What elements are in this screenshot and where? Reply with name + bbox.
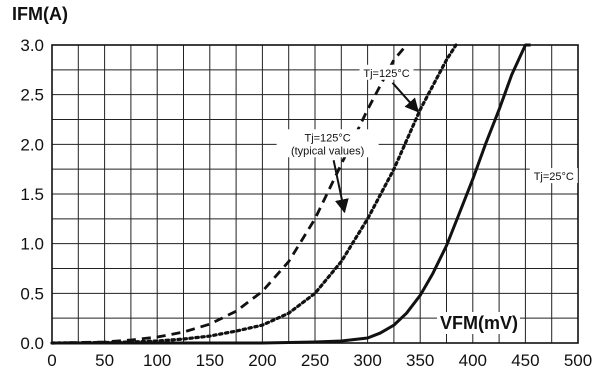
y-tick-label: 2.0	[20, 135, 44, 154]
x-tick-label: 350	[406, 351, 434, 370]
series-line-solid	[52, 43, 531, 345]
annotations: Tj=125°C(typical values)Tj=125°CTj=25°C	[276, 64, 578, 214]
x-tick-label: 500	[564, 351, 592, 370]
y-tick-label: 0.5	[20, 284, 44, 303]
x-tick-label: 100	[143, 351, 171, 370]
y-tick-label: 3.0	[20, 36, 44, 55]
y-tick-label: 1.0	[20, 235, 44, 254]
x-tick-label: 450	[511, 351, 539, 370]
y-tick-label: 1.5	[20, 185, 44, 204]
y-axis-title: IFM(A)	[12, 4, 68, 24]
tick-labels: 0 50 100 150 200 250 300 350 400 450 500 0.0 0.5 1.0 1…	[20, 36, 592, 370]
annotation-background	[359, 64, 414, 80]
plot-border	[51, 44, 579, 344]
x-tick-label: 250	[301, 351, 329, 370]
x-tick-label: 200	[248, 351, 276, 370]
annotation-label: Tj=125°C	[363, 68, 409, 80]
annotation-background	[276, 129, 379, 158]
annotation-arrow	[391, 82, 420, 113]
x-axis-title: VFM(mV)	[440, 313, 518, 333]
grid	[51, 44, 579, 344]
annotation-arrow	[332, 160, 349, 214]
series-layer	[50, 43, 531, 345]
annotation-label: Tj=125°C	[304, 132, 350, 144]
y-tick-label: 0.0	[20, 334, 44, 353]
x-tick-label: 400	[459, 351, 487, 370]
annotation-label: Tj=25°C	[534, 171, 574, 183]
x-tick-label: 300	[353, 351, 381, 370]
annotation-label: (typical values)	[291, 145, 364, 157]
x-tick-label: 50	[95, 351, 114, 370]
annotation-background	[529, 168, 578, 184]
x-tick-label: 150	[196, 351, 224, 370]
y-tick-label: 2.5	[20, 86, 44, 105]
series-line-dotted	[50, 43, 458, 345]
x-tick-label: 0	[47, 351, 56, 370]
plot-frame	[51, 44, 579, 344]
x-axis-title-background	[437, 312, 520, 334]
